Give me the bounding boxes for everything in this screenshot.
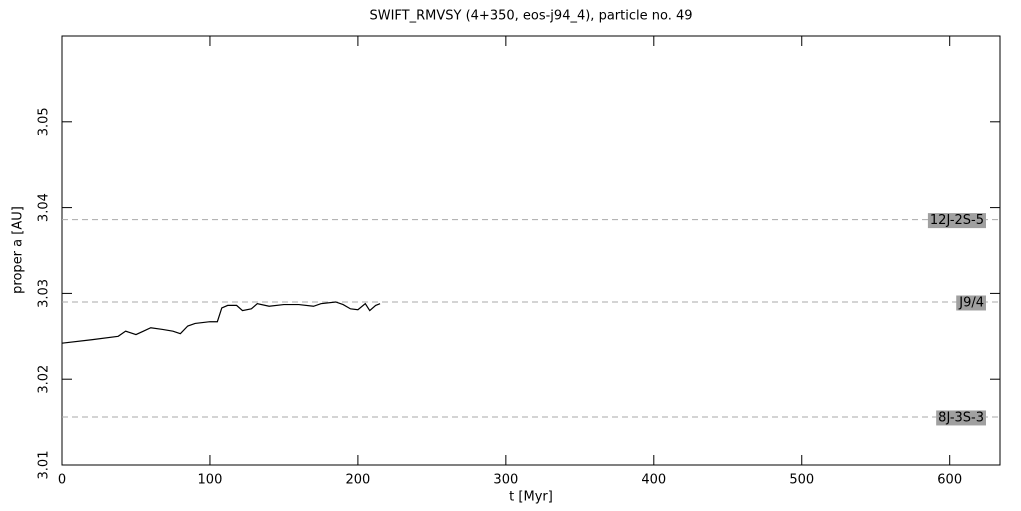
resonance-label-bg — [927, 213, 986, 229]
data-line — [61, 301, 381, 344]
resonance-label: J9/4 — [958, 295, 984, 310]
x-tick-label: 100 — [198, 473, 223, 488]
y-axis-label: proper a [AU] — [11, 206, 26, 294]
x-axis-label: t [Myr] — [509, 490, 553, 505]
resonance-label: 8J-3S-3 — [938, 410, 984, 425]
plot-frame — [61, 35, 1001, 466]
x-tick-label: 200 — [345, 473, 370, 488]
y-tick-label: 3.01 — [37, 451, 52, 480]
x-tick-label: 600 — [937, 473, 962, 488]
resonance-label: 12J-2S-5 — [930, 213, 984, 228]
x-tick-label: 500 — [789, 473, 814, 488]
y-tick-label: 3.02 — [37, 365, 52, 394]
resonance-label-bg — [936, 410, 986, 426]
resonance-label-bg — [956, 295, 986, 311]
y-tick-label: 3.03 — [37, 279, 52, 308]
y-tick-label: 3.04 — [37, 193, 52, 222]
x-tick-label: 400 — [641, 473, 666, 488]
chart-title: SWIFT_RMVSY (4+350, eos-j94_4), particle… — [369, 9, 692, 24]
y-tick-label: 3.05 — [37, 107, 52, 136]
x-tick-label: 300 — [493, 473, 518, 488]
x-tick-label: 0 — [58, 473, 66, 488]
